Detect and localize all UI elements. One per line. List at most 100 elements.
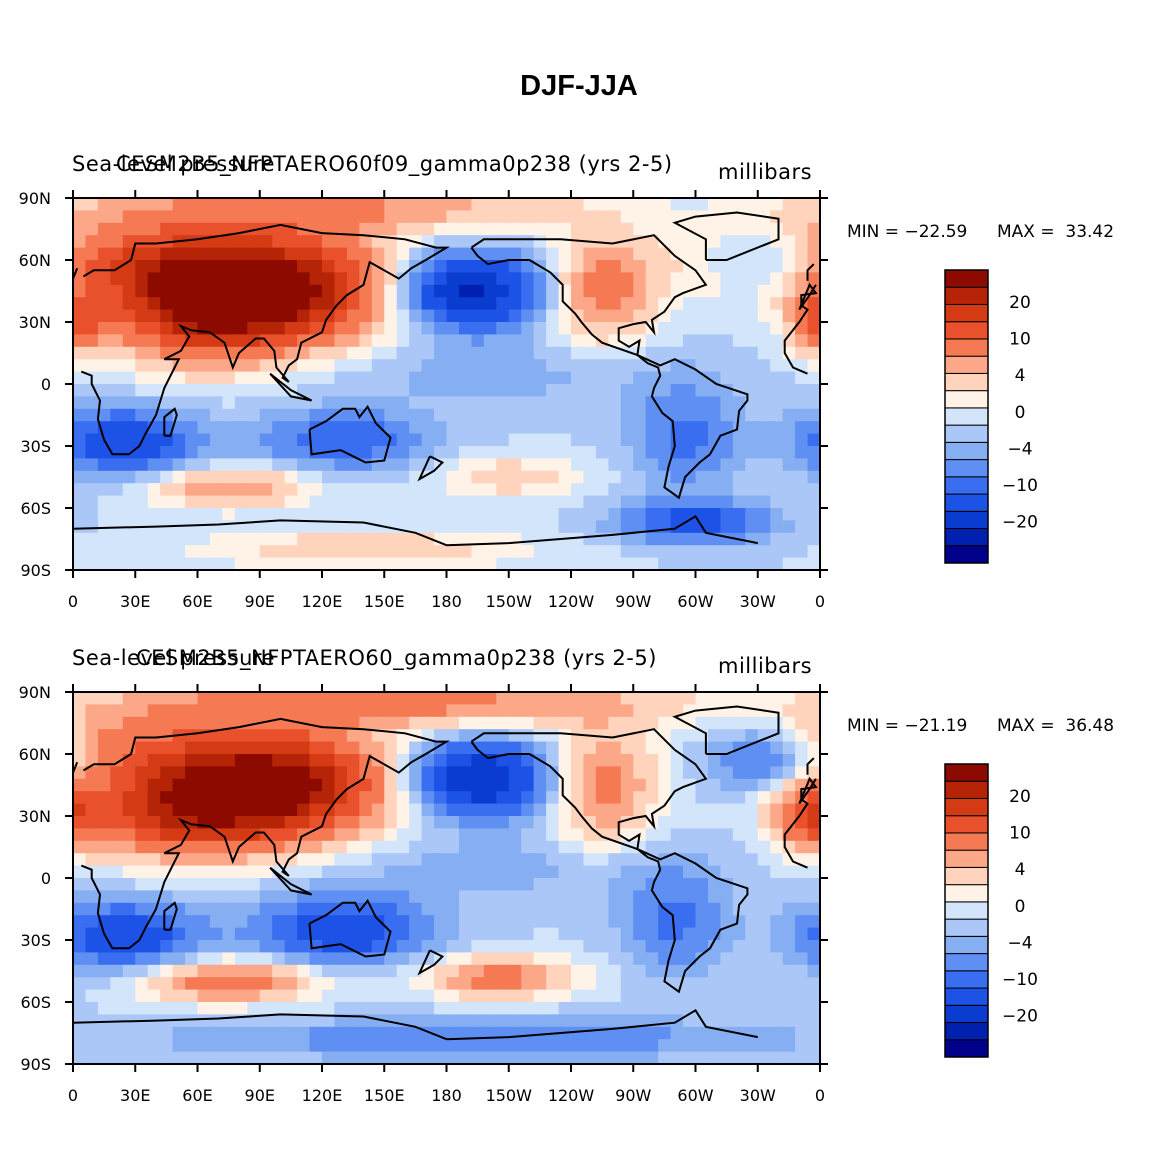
field-cell (658, 284, 672, 298)
field-cell (807, 741, 821, 755)
field-cell (371, 198, 385, 211)
field-cell (396, 853, 410, 867)
field-cell (571, 247, 585, 261)
field-cell (272, 495, 286, 509)
field-cell (135, 1026, 149, 1040)
field-cell (533, 902, 547, 916)
field-cell (807, 235, 821, 249)
field-cell (259, 1051, 273, 1065)
field-cell (782, 408, 796, 422)
field-cell (384, 754, 398, 767)
field-cell (135, 545, 149, 559)
field-cell (172, 1014, 186, 1028)
field-cell (770, 754, 784, 767)
field-cell (571, 927, 585, 941)
field-cell (110, 964, 124, 978)
field-cell (185, 483, 199, 497)
field-cell (496, 778, 510, 792)
field-cell (135, 210, 149, 224)
field-cell (757, 408, 771, 422)
field-cell (645, 977, 659, 991)
field-cell (334, 964, 348, 978)
colorbar-swatch (944, 797, 989, 817)
y-tick-label: 60S (20, 993, 51, 1012)
field-cell (172, 247, 186, 261)
field-cell (620, 235, 634, 249)
field-cell (284, 346, 298, 360)
field-cell (620, 1039, 634, 1053)
field-cell (483, 359, 497, 373)
field-cell (658, 384, 672, 397)
field-cell (546, 235, 560, 249)
field-cell (546, 902, 560, 916)
field-cell (483, 446, 497, 459)
field-cell (558, 989, 572, 1003)
field-cell (471, 927, 485, 941)
field-cell (297, 433, 311, 447)
field-cell (583, 371, 597, 385)
field-cell (795, 198, 809, 211)
field-cell (160, 433, 174, 447)
field-cell (334, 704, 348, 718)
field-cell (421, 927, 435, 941)
field-cell (322, 828, 336, 842)
field-cell (533, 828, 547, 842)
field-cell (297, 198, 311, 211)
field-cell (757, 940, 771, 953)
field-cell (185, 692, 199, 705)
field-cell (645, 902, 659, 916)
field-cell (409, 222, 423, 236)
field-cell (359, 927, 373, 941)
field-cell (135, 865, 149, 879)
field-cell (297, 989, 311, 1003)
field-cell (770, 1014, 784, 1028)
field-cell (110, 309, 124, 323)
field-cell (546, 1051, 560, 1065)
field-cell (745, 692, 759, 705)
field-cell (720, 446, 734, 459)
field-cell (322, 520, 336, 534)
field-cell (770, 778, 784, 792)
field-cell (247, 508, 261, 521)
field-cell (73, 297, 87, 311)
field-cell (384, 532, 398, 546)
field-cell (595, 1039, 609, 1053)
field-cell (533, 421, 547, 435)
field-cell (471, 853, 485, 867)
field-cell (458, 716, 472, 730)
field-cell (322, 853, 336, 867)
field-cell (757, 446, 771, 459)
field-cell (209, 247, 223, 261)
field-cell (334, 384, 348, 397)
field-cell (297, 483, 311, 497)
field-cell (297, 322, 311, 335)
field-cell (745, 964, 759, 978)
field-cell (633, 421, 647, 435)
field-cell (284, 545, 298, 559)
field-cell (683, 346, 697, 360)
field-cell (421, 396, 435, 410)
field-cell (732, 483, 746, 497)
map-svg: 0 30E 60E 90E 120E 150E 180 150W 120W 90W 60W 30W 09… (19, 683, 1038, 1105)
field-cell (309, 704, 323, 718)
field-cell (458, 272, 472, 286)
field-cell (471, 704, 485, 718)
field-cell (571, 828, 585, 842)
field-cell (147, 716, 161, 730)
field-cell (670, 729, 684, 743)
field-cell (147, 927, 161, 941)
field-cell (595, 865, 609, 879)
field-cell (496, 334, 510, 348)
field-cell (732, 458, 746, 472)
field-cell (110, 989, 124, 1003)
field-cell (409, 483, 423, 497)
field-cell (558, 235, 572, 249)
field-cell (384, 408, 398, 422)
field-cell (620, 989, 634, 1003)
field-cell (496, 1039, 510, 1053)
field-cell (409, 458, 423, 472)
field-cell (409, 865, 423, 879)
field-cell (409, 247, 423, 261)
field-cell (446, 297, 460, 311)
field-cell (620, 483, 634, 497)
